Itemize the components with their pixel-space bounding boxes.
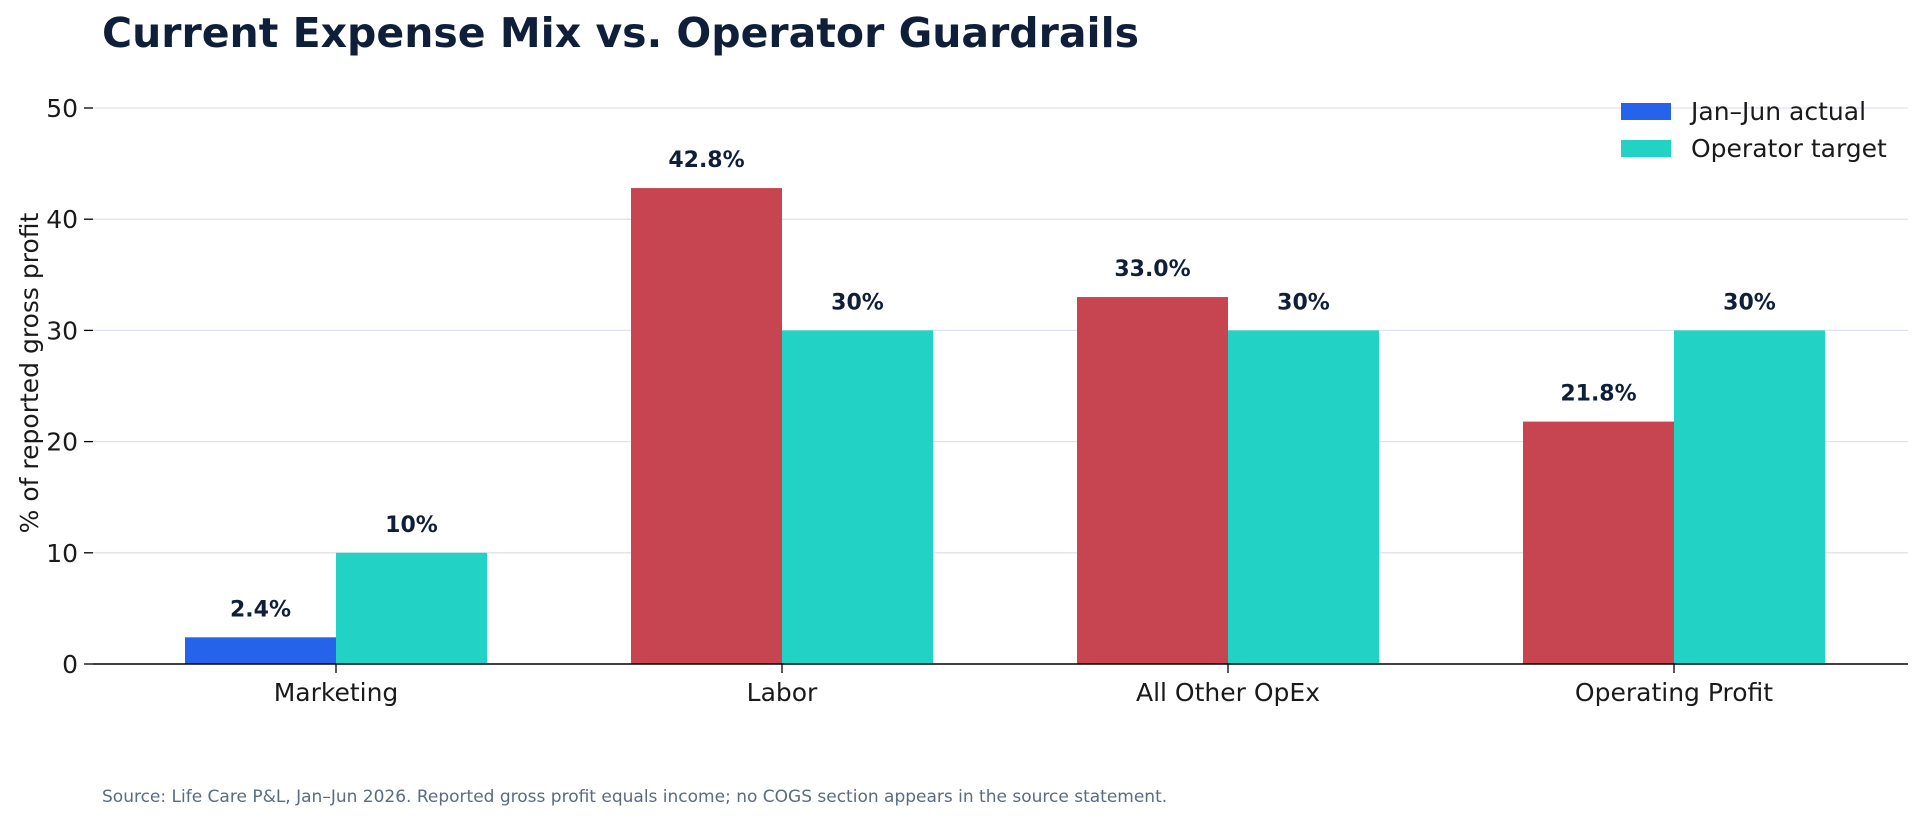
y-axis-label: % of reported gross profit <box>15 212 44 533</box>
chart-title: Current Expense Mix vs. Operator Guardra… <box>102 9 1139 57</box>
data-label-actual-3: 21.8% <box>1560 382 1636 407</box>
bar-actual-1 <box>631 188 782 664</box>
y-tick-label: 50 <box>46 94 78 123</box>
legend-swatch-0 <box>1621 103 1671 120</box>
bar-target-2 <box>1228 330 1379 664</box>
bars <box>185 188 1825 664</box>
y-tick-label: 30 <box>46 316 78 345</box>
y-tick-label: 0 <box>62 650 78 679</box>
bar-target-0 <box>336 552 487 664</box>
x-tick-label: Marketing <box>274 678 399 707</box>
y-tick-label: 10 <box>46 539 78 568</box>
y-tick-label: 40 <box>46 205 78 234</box>
axes: 0 10 20 30 40 50 Marketing Labor All Other OpEx O… <box>46 94 1908 707</box>
legend-label-1: Operator target <box>1691 134 1887 163</box>
data-labels: 2.4% 10% 42.8% 30% 33.0% 30% 21.8% 30% <box>230 148 1776 622</box>
source-note: Source: Life Care P&L, Jan–Jun 2026. Rep… <box>102 787 1167 807</box>
x-tick-label: Operating Profit <box>1575 678 1773 707</box>
data-label-actual-0: 2.4% <box>230 597 291 622</box>
data-label-actual-1: 42.8% <box>668 148 744 173</box>
legend-label-0: Jan–Jun actual <box>1689 97 1866 126</box>
bar-actual-2 <box>1077 297 1228 664</box>
data-label-target-1: 30% <box>831 290 884 315</box>
data-label-actual-2: 33.0% <box>1114 257 1190 282</box>
y-tick-label: 20 <box>46 428 78 457</box>
legend-swatch-1 <box>1621 140 1671 157</box>
bar-actual-0 <box>185 637 336 664</box>
legend: Jan–Jun actual Operator target <box>1621 97 1887 163</box>
data-label-target-3: 30% <box>1723 290 1776 315</box>
bar-target-3 <box>1674 330 1825 664</box>
data-label-target-2: 30% <box>1277 290 1330 315</box>
x-tick-label: All Other OpEx <box>1136 678 1320 707</box>
data-label-target-0: 10% <box>385 513 438 538</box>
x-tick-label: Labor <box>747 678 818 707</box>
bar-target-1 <box>782 330 933 664</box>
bar-actual-3 <box>1523 421 1674 664</box>
